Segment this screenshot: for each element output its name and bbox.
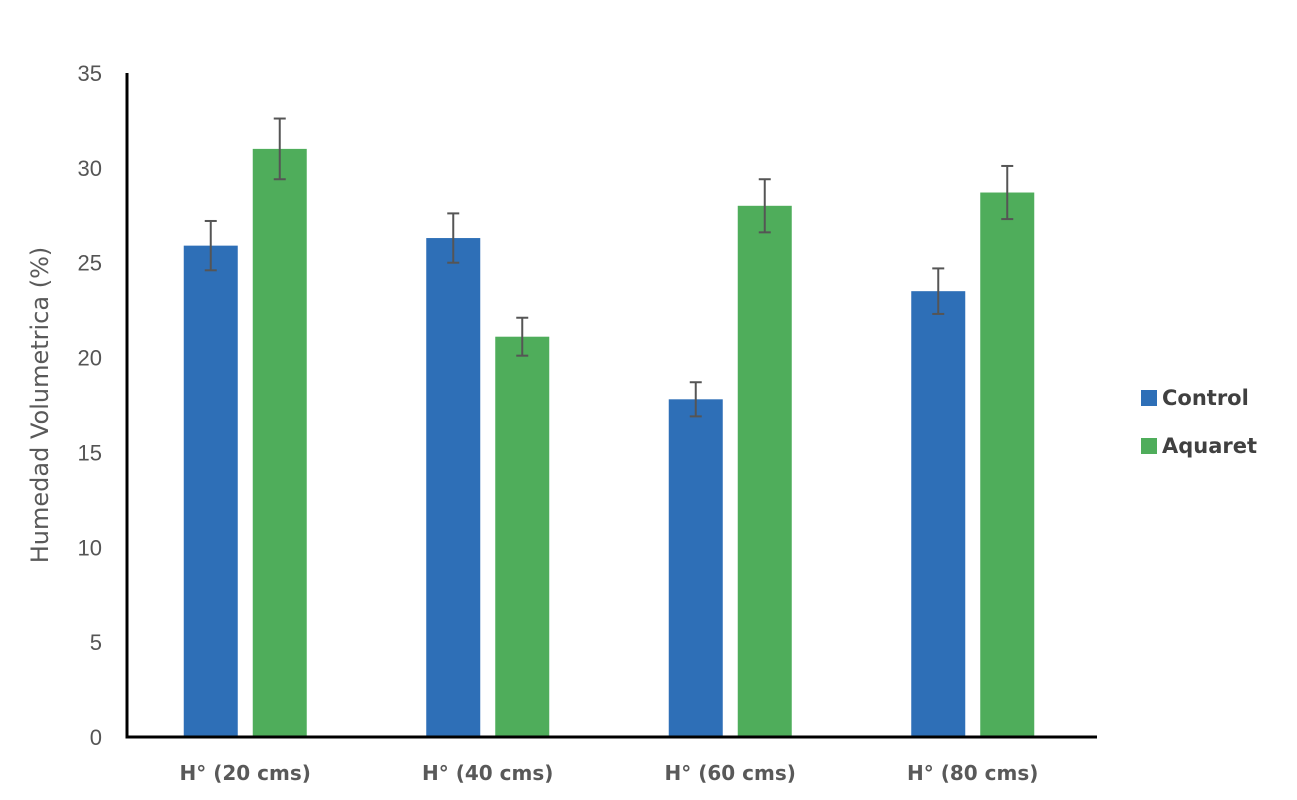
error-bar-control-2 (447, 212, 460, 264)
x-category-label: H° (40 cms) (422, 761, 553, 785)
bar-control-1 (183, 245, 238, 737)
y-tick-label: 30 (78, 156, 102, 181)
bar-aquaret-4 (980, 192, 1035, 737)
error-bar-aquaret-4 (1001, 164, 1014, 221)
bar-aquaret-1 (252, 148, 307, 737)
legend-swatch (1141, 390, 1157, 406)
x-category-label: H° (80 cms) (907, 761, 1038, 785)
y-tick-label: 25 (78, 251, 102, 276)
axes (125, 73, 1097, 739)
legend-item-aquaret: Aquaret (1141, 434, 1257, 458)
y-axis-ticks: 0 5 10 15 20 25 30 35 (78, 61, 102, 750)
bar-aquaret-2 (495, 336, 550, 737)
y-tick-label: 15 (78, 440, 102, 465)
bar-control-4 (911, 291, 966, 737)
bars (183, 148, 1035, 738)
legend-label: Control (1162, 386, 1249, 410)
bar-control-3 (668, 399, 723, 737)
error-bar-control-3 (689, 381, 702, 418)
x-category-label: H° (20 cms) (180, 761, 311, 785)
y-axis-label-group: Humedad Volumetrica (%) (26, 247, 54, 563)
error-bar-control-4 (932, 267, 945, 315)
x-category-label: H° (60 cms) (665, 761, 796, 785)
error-bar-control-1 (204, 219, 217, 272)
y-tick-label: 0 (90, 725, 102, 750)
error-bar-aquaret-1 (273, 117, 286, 181)
y-tick-label: 10 (78, 535, 102, 560)
error-bar-aquaret-3 (758, 178, 771, 234)
y-axis-label: Humedad Volumetrica (%) (26, 247, 54, 563)
y-tick-label: 5 (90, 630, 102, 655)
y-tick-label: 35 (78, 61, 102, 86)
legend-item-control: Control (1141, 386, 1249, 410)
error-bar-aquaret-2 (516, 316, 529, 357)
legend: Control Aquaret (1141, 386, 1257, 458)
bar-control-2 (426, 238, 481, 737)
x-axis-categories: H° (20 cms) H° (40 cms) H° (60 cms) H° (80 … (180, 761, 1039, 785)
legend-label: Aquaret (1162, 434, 1257, 458)
bar-aquaret-3 (737, 205, 792, 738)
error-bars (204, 117, 1014, 418)
legend-swatch (1141, 438, 1157, 454)
y-tick-label: 20 (78, 346, 102, 371)
